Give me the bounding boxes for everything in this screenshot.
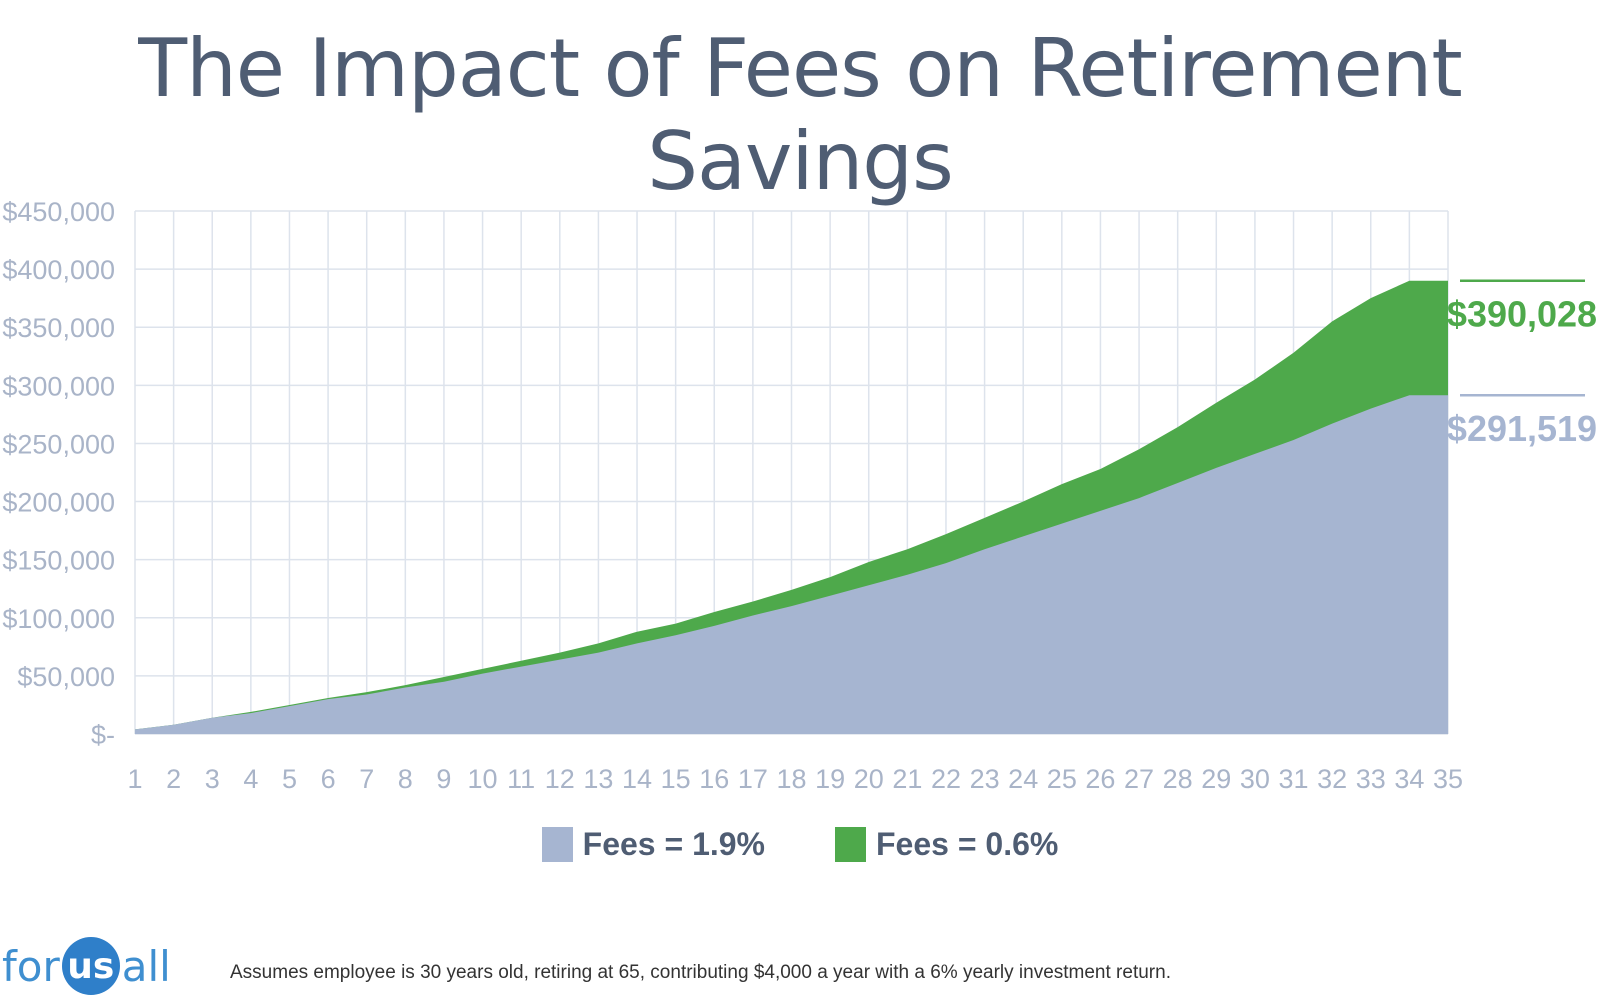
x-tick-label: 33 [1356, 764, 1386, 794]
x-tick-label: 18 [776, 764, 806, 794]
x-tick-label: 12 [545, 764, 575, 794]
end-label-low-fees: $390,028 [1447, 294, 1597, 335]
y-tick-label: $250,000 [2, 429, 115, 459]
x-tick-label: 32 [1317, 764, 1347, 794]
logo-text-us: us [61, 937, 120, 995]
footnote: Assumes employee is 30 years old, retiri… [230, 962, 1171, 983]
x-tick-label: 6 [321, 764, 336, 794]
x-tick-label: 34 [1394, 764, 1424, 794]
y-tick-label: $150,000 [2, 546, 115, 576]
x-tick-label: 17 [738, 764, 768, 794]
x-tick-label: 13 [583, 764, 613, 794]
logo-text-for: for [2, 941, 60, 991]
x-tick-label: 2 [166, 764, 181, 794]
chart-title: The Impact of Fees on Retirement Savings [138, 22, 1463, 208]
forusall-logo: for us all [2, 936, 171, 996]
legend-label-high-fees: Fees = 1.9% [582, 826, 765, 862]
x-tick-label: 16 [699, 764, 729, 794]
legend-swatch-low-fees [835, 827, 866, 862]
end-label-high-fees: $291,519 [1447, 408, 1597, 449]
y-axis: $- $50,000 $100,000 $150,000 $200,000 $250,00… [2, 197, 115, 750]
x-axis: 1 2 3 4 5 6 7 8 9 10 11 12 13 14 15 16 17 18 19 20 21 22 23 24 2… [127, 764, 1463, 794]
y-tick-label: $50,000 [17, 662, 115, 692]
x-tick-label: 14 [622, 764, 652, 794]
x-tick-label: 10 [468, 764, 498, 794]
y-tick-label: $400,000 [2, 255, 115, 285]
area-high-fees [135, 395, 1448, 734]
x-tick-label: 30 [1240, 764, 1270, 794]
y-tick-label: $200,000 [2, 488, 115, 518]
x-tick-label: 3 [205, 764, 220, 794]
y-tick-label: $350,000 [2, 313, 115, 343]
x-tick-label: 15 [661, 764, 691, 794]
x-tick-label: 7 [359, 764, 374, 794]
x-tick-label: 5 [282, 764, 297, 794]
y-tick-label: $100,000 [2, 604, 115, 634]
logo-text-all: all [121, 941, 171, 991]
x-tick-label: 21 [892, 764, 922, 794]
legend-item-high-fees: Fees = 1.9% [541, 826, 765, 863]
x-tick-label: 27 [1124, 764, 1154, 794]
y-tick-label: $300,000 [2, 371, 115, 401]
x-tick-label: 23 [970, 764, 1000, 794]
legend-label-low-fees: Fees = 0.6% [876, 826, 1059, 862]
y-tick-label: $- [91, 720, 115, 750]
x-tick-label: 1 [127, 764, 142, 794]
x-tick-label: 22 [931, 764, 961, 794]
x-tick-label: 28 [1163, 764, 1193, 794]
x-tick-label: 20 [854, 764, 884, 794]
y-tick-label: $450,000 [2, 197, 115, 227]
legend-swatch-high-fees [541, 827, 573, 862]
x-tick-label: 26 [1085, 764, 1115, 794]
x-tick-label: 24 [1008, 764, 1038, 794]
area-series [135, 280, 1448, 734]
x-tick-label: 4 [243, 764, 258, 794]
end-labels: $390,028 $291,519 [1447, 279, 1597, 449]
x-tick-label: 31 [1279, 764, 1309, 794]
legend: Fees = 1.9% Fees = 0.6% [0, 826, 1600, 863]
x-tick-label: 19 [815, 764, 845, 794]
legend-item-low-fees: Fees = 0.6% [835, 826, 1058, 863]
x-tick-label: 35 [1433, 764, 1463, 794]
x-tick-label: 11 [507, 764, 535, 794]
x-tick-label: 9 [436, 764, 451, 794]
x-tick-label: 25 [1047, 764, 1077, 794]
x-tick-label: 8 [398, 764, 413, 794]
x-tick-label: 29 [1201, 764, 1231, 794]
